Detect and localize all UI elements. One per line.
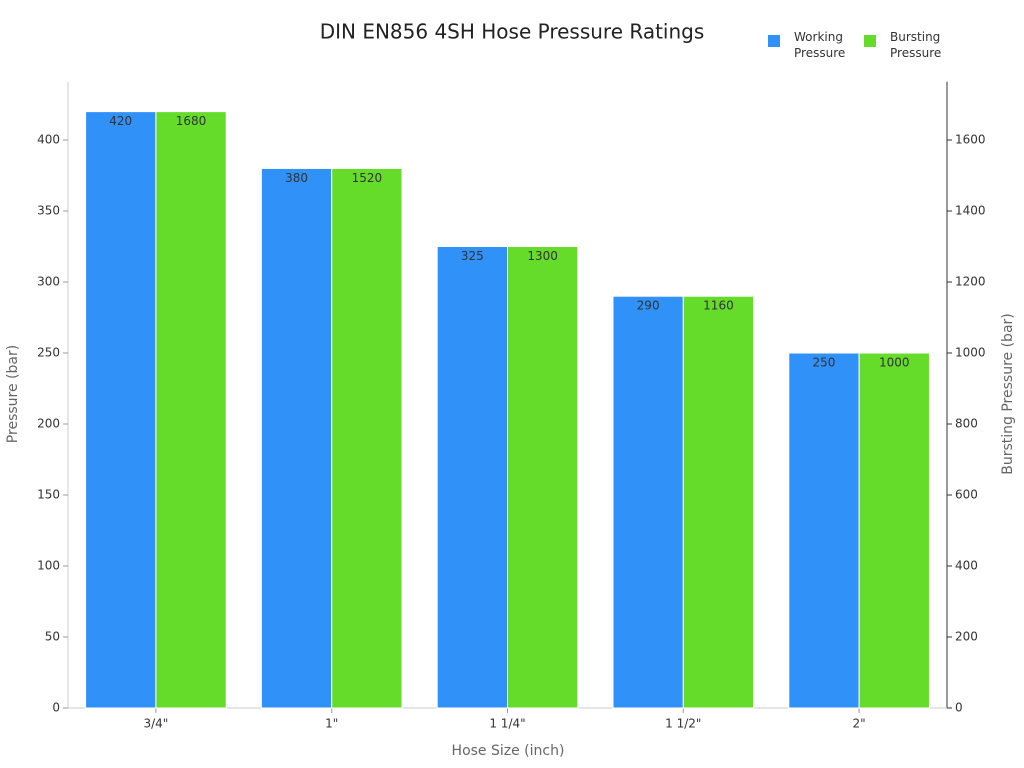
- legend-item: Bursting Pressure: [864, 29, 952, 61]
- y-tick-label: 50: [45, 630, 60, 644]
- y2-tick-label: 1000: [955, 346, 986, 360]
- x-tick-label: 1": [325, 717, 338, 731]
- bar-value-label: 1160: [703, 299, 734, 313]
- bar-value-label: 1520: [352, 171, 383, 185]
- y-tick-label: 350: [37, 204, 60, 218]
- legend-label: Working Pressure: [794, 30, 846, 60]
- bar: [436, 246, 508, 709]
- y-tick-label: 0: [52, 701, 60, 715]
- y-tick-label: 250: [37, 346, 60, 360]
- y2-tick-label: 1400: [955, 204, 986, 218]
- y2-tick-label: 1200: [955, 275, 986, 289]
- bar-value-label: 1680: [176, 114, 207, 128]
- y2-tick-label: 600: [955, 488, 978, 502]
- bar: [260, 167, 333, 709]
- bar-value-label: 380: [285, 171, 308, 185]
- y-tick-label: 150: [37, 488, 60, 502]
- legend-swatch: [864, 35, 876, 47]
- bar-value-label: 1000: [879, 356, 910, 370]
- bar: [331, 167, 403, 709]
- x-tick-label: 1 1/2": [665, 717, 701, 731]
- chart-title: DIN EN856 4SH Hose Pressure Ratings: [320, 20, 705, 44]
- y2-tick-label: 800: [955, 417, 978, 431]
- bar: [85, 111, 157, 709]
- y2-axis-label: Bursting Pressure (bar): [1000, 313, 1016, 475]
- y2-tick-label: 400: [955, 559, 978, 573]
- x-tick-label: 1 1/4": [489, 717, 525, 731]
- x-tick-label: 2": [853, 717, 866, 731]
- x-tick-label: 3/4": [143, 717, 168, 731]
- x-axis-label: Hose Size (inch): [452, 743, 565, 759]
- legend-swatch: [768, 35, 780, 47]
- legend-label: Bursting Pressure: [890, 30, 942, 60]
- bar-value-label: 290: [637, 299, 660, 313]
- legend-item: Working Pressure: [768, 29, 856, 61]
- bar-value-label: 1300: [527, 249, 558, 263]
- bar: [507, 246, 579, 709]
- bar-value-label: 420: [109, 114, 132, 128]
- y2-tick-label: 0: [955, 701, 963, 715]
- bar: [788, 352, 860, 709]
- bar: [155, 111, 227, 709]
- bar: [682, 295, 755, 709]
- bar: [858, 352, 930, 709]
- y-tick-label: 400: [37, 133, 60, 147]
- y-tick-label: 200: [37, 417, 60, 431]
- bar-value-label: 325: [461, 249, 484, 263]
- y2-tick-label: 1600: [955, 133, 986, 147]
- y-tick-label: 100: [37, 559, 60, 573]
- bar: [612, 295, 684, 709]
- bar-value-label: 250: [812, 356, 835, 370]
- y2-tick-label: 200: [955, 630, 978, 644]
- y-axis-label: Pressure (bar): [5, 345, 21, 443]
- y-tick-label: 300: [37, 275, 60, 289]
